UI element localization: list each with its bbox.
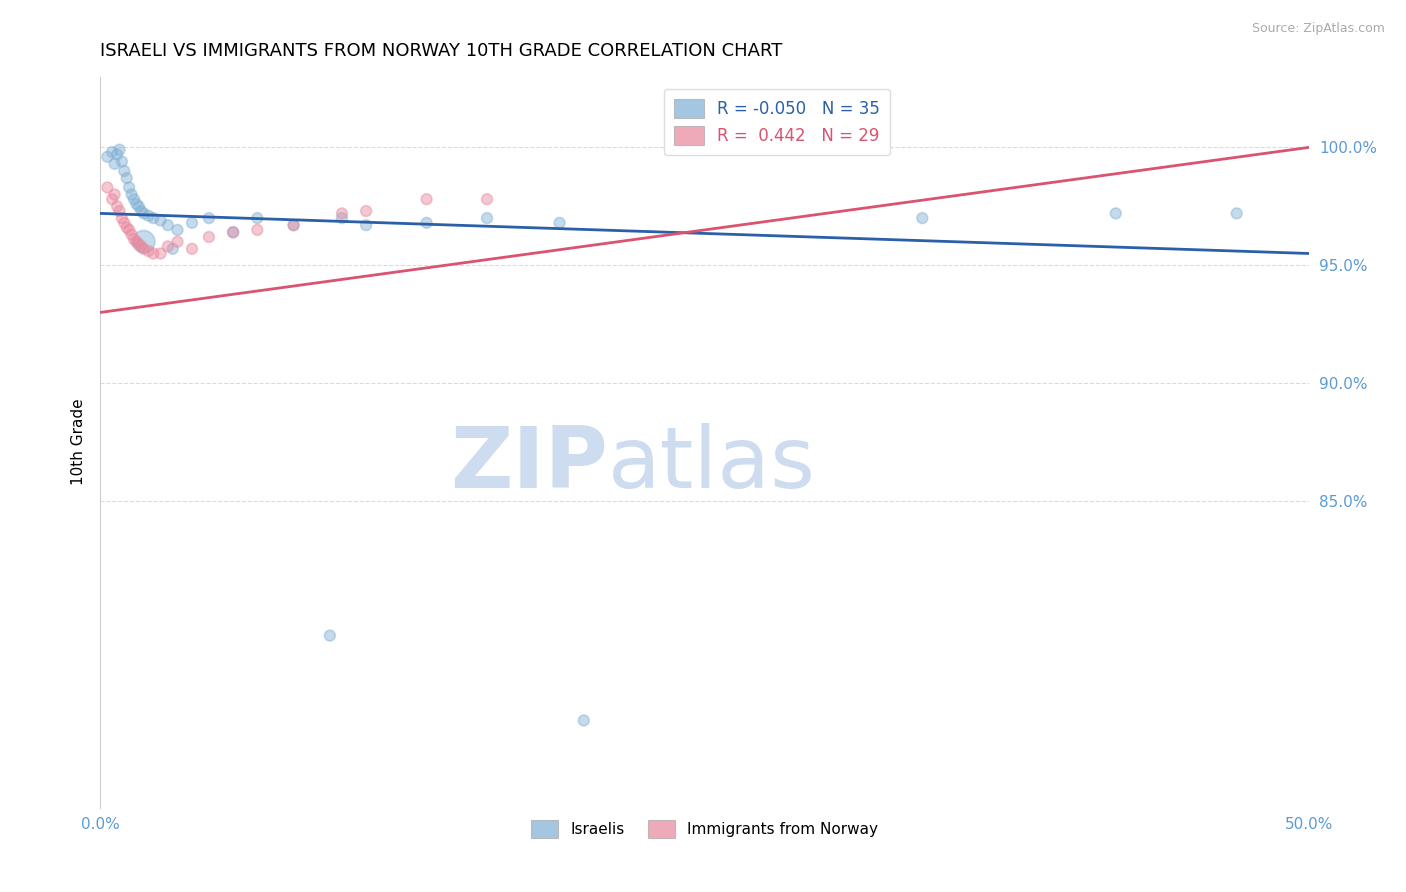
Point [246,223,269,237]
Point [118,223,141,237]
Point [108,204,131,219]
Point [138,209,160,223]
Y-axis label: 10th Grade: 10th Grade [72,399,86,485]
Point [96,150,118,164]
Point [1226,206,1249,220]
Point [283,218,305,232]
Point [354,218,377,232]
Point [129,204,152,219]
Point [129,239,152,253]
Point [104,187,127,202]
Point [162,242,184,256]
Point [222,225,245,239]
Point [101,192,124,206]
Point [156,239,179,253]
Point [125,235,148,249]
Point [911,211,934,226]
Point [156,218,179,232]
Point [115,220,138,235]
Point [96,180,118,194]
Point [128,237,150,252]
Point [105,147,128,161]
Point [108,143,131,157]
Point [118,180,141,194]
Point [166,223,188,237]
Point [149,246,172,260]
Point [415,216,437,230]
Text: atlas: atlas [607,423,815,506]
Point [132,206,155,220]
Point [166,235,188,249]
Point [138,244,160,259]
Legend: Israelis, Immigrants from Norway: Israelis, Immigrants from Norway [524,814,884,844]
Point [415,192,437,206]
Point [548,216,571,230]
Point [121,227,143,242]
Text: ISRAELI VS IMMIGRANTS FROM NORWAY 10TH GRADE CORRELATION CHART: ISRAELI VS IMMIGRANTS FROM NORWAY 10TH G… [100,42,783,60]
Point [149,213,172,227]
Point [111,154,134,169]
Point [181,242,204,256]
Point [122,232,145,246]
Point [132,242,155,256]
Point [142,246,165,260]
Point [330,211,353,226]
Point [142,211,165,226]
Point [222,225,245,239]
Point [475,192,498,206]
Point [121,187,143,202]
Point [1105,206,1128,220]
Point [246,211,269,226]
Point [122,192,145,206]
Point [101,145,124,159]
Text: ZIP: ZIP [450,423,607,506]
Text: Source: ZipAtlas.com: Source: ZipAtlas.com [1251,22,1385,36]
Point [330,206,353,220]
Point [283,218,305,232]
Point [198,211,221,226]
Point [112,216,135,230]
Point [105,199,128,213]
Point [319,629,342,643]
Point [354,204,377,219]
Point [198,230,221,244]
Point [475,211,498,226]
Point [111,211,134,226]
Point [112,164,135,178]
Point [115,171,138,186]
Point [132,235,155,249]
Point [128,199,150,213]
Point [104,157,127,171]
Point [572,714,595,728]
Point [125,197,148,211]
Point [181,216,204,230]
